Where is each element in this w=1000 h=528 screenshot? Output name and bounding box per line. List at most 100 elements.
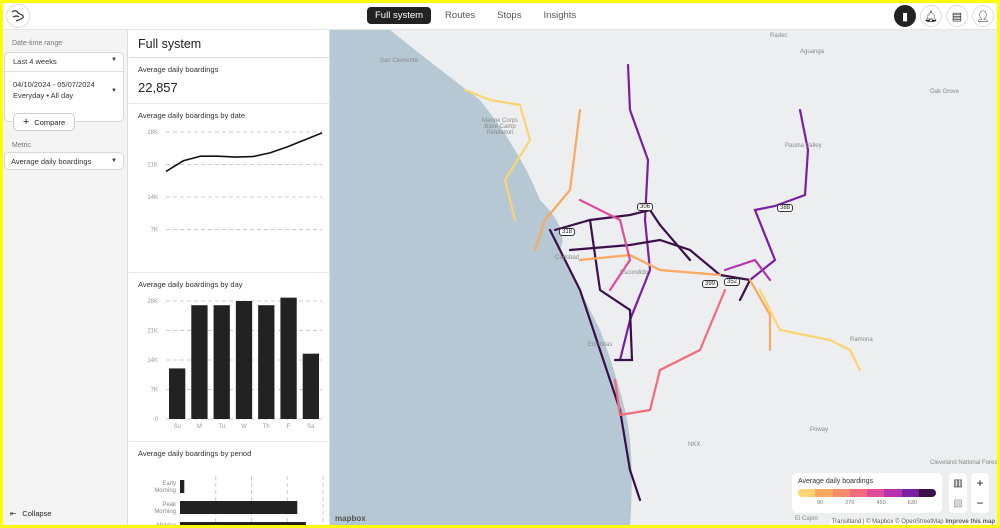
- app-logo[interactable]: [6, 4, 30, 28]
- series-line: [165, 132, 323, 173]
- tab-stops[interactable]: Stops: [497, 10, 522, 21]
- collapse-label: Collapse: [22, 509, 52, 518]
- bar: [191, 305, 208, 419]
- map[interactable]: San Clemente Marine Corps Base Camp Pendl…: [330, 30, 1000, 528]
- bar: [180, 501, 298, 514]
- place-label: Radec: [770, 33, 788, 39]
- sidebar: Date-time range Last 4 weeks ▼ 04/10/2024…: [0, 30, 128, 528]
- x-tick-label: M: [197, 424, 202, 430]
- y-tick-label: 14K: [147, 195, 158, 201]
- tab-full-system[interactable]: Full system: [367, 7, 432, 24]
- kpi-card: Average daily boardings 22,857: [129, 58, 329, 104]
- stats-panel: Full system Average daily boardings 22,8…: [129, 30, 330, 528]
- legend-swatch: [901, 489, 919, 497]
- bell-icon[interactable]: 🔔︎: [920, 5, 942, 27]
- legend-swatch: [798, 489, 816, 497]
- place-label: Pauma Valley: [785, 143, 822, 149]
- caret-down-icon: ▼: [111, 88, 117, 94]
- panel-title: Full system: [129, 30, 329, 58]
- bar: [280, 297, 297, 419]
- y-tick-label: 7K: [151, 388, 158, 394]
- legend-swatch: [884, 489, 902, 497]
- map-style-toggle: ▥ ▨: [949, 473, 967, 513]
- kpi-value: 22,857: [138, 80, 178, 95]
- bar: [302, 353, 319, 419]
- metric-select[interactable]: Average daily boardings ▼: [4, 152, 124, 170]
- legend-color-bar: [798, 489, 936, 497]
- attribution-text[interactable]: Transitland | © Mapbox © OpenStreetMap: [831, 519, 944, 525]
- y-tick-label: 14K: [147, 358, 158, 364]
- period-chart-title: Average daily boardings by period: [138, 449, 252, 458]
- day-bar-chart: 28K 21K 14K 7K 0 Su M Tu W Th F Sa: [147, 297, 322, 430]
- map-legend: Average daily boardings 90 270 450 630: [792, 473, 942, 513]
- place-label: NKX: [688, 442, 701, 448]
- compare-button[interactable]: + Compare: [13, 113, 75, 131]
- range-select[interactable]: Last 4 weeks ▼: [5, 53, 123, 72]
- highway-shield: 388: [777, 204, 794, 212]
- line-chart-title: Average daily boardings by date: [138, 111, 246, 120]
- metric-value: Average daily boardings: [11, 157, 92, 166]
- legend-tick: 630: [907, 500, 917, 506]
- place-label: Escondido: [620, 270, 649, 276]
- legend-swatch: [849, 489, 867, 497]
- message-icon[interactable]: ▤: [946, 5, 968, 27]
- highway-shield: 318: [559, 228, 576, 236]
- tab-insights[interactable]: Insights: [543, 10, 577, 21]
- collapse-icon: ⇤: [10, 509, 17, 518]
- compare-label: Compare: [34, 117, 66, 127]
- x-tick-label: W: [241, 424, 247, 430]
- collapse-button[interactable]: ⇤ Collapse: [10, 509, 51, 518]
- x-tick-label: Th: [263, 424, 270, 430]
- chart-icon[interactable]: ▮: [894, 5, 916, 27]
- x-tick-label: Sa: [307, 424, 315, 430]
- place-label: Carlsbad: [555, 255, 580, 261]
- zoom-out-button[interactable]: −: [976, 496, 984, 510]
- y-category-label: Peak Morning: [154, 502, 177, 515]
- metric-label: Metric: [12, 142, 32, 149]
- highway-shield: 352: [724, 278, 741, 286]
- bar: [258, 305, 275, 419]
- satellite-icon[interactable]: ▨: [953, 497, 963, 509]
- bar: [213, 305, 230, 419]
- line-chart-card: Average daily boardings by date 28K 21K 14…: [129, 104, 329, 273]
- date-range-group: Last 4 weeks ▼ 04/10/2024 - 05/07/2024 Eve…: [4, 52, 124, 122]
- highway-shield: 399: [702, 280, 719, 288]
- bar: [180, 480, 185, 493]
- legend-title: Average daily boardings: [798, 478, 873, 485]
- days-value: Everyday • All day: [13, 91, 74, 100]
- tab-routes[interactable]: Routes: [445, 10, 476, 21]
- place-label: Encinitas: [588, 342, 613, 348]
- period-chart-card: Average daily boardings by period Early M…: [129, 442, 329, 528]
- user-icon[interactable]: 👤︎: [972, 5, 994, 27]
- legend-swatch: [832, 489, 850, 497]
- caret-down-icon: ▼: [111, 158, 117, 164]
- place-label: Aguanga: [800, 49, 825, 55]
- bar: [235, 301, 253, 419]
- zoom-in-button[interactable]: +: [976, 476, 984, 490]
- y-tick-label: 28K: [147, 130, 158, 136]
- dates-value: 04/10/2024 - 05/07/2024: [13, 80, 95, 89]
- highway-shield: 306: [637, 203, 654, 211]
- kpi-label: Average daily boardings: [138, 65, 219, 74]
- legend-tick: 450: [876, 500, 886, 506]
- date-select[interactable]: 04/10/2024 - 05/07/2024 Everyday • All da…: [5, 72, 123, 108]
- routes: [463, 63, 862, 502]
- y-tick-label: 7K: [151, 228, 158, 234]
- y-tick-label: 0: [155, 417, 159, 423]
- range-value: Last 4 weeks: [13, 57, 57, 66]
- ocean: [330, 30, 632, 528]
- legend-swatch: [815, 489, 833, 497]
- map-icon[interactable]: ▥: [953, 477, 963, 489]
- mapbox-logo[interactable]: mapbox: [335, 514, 366, 523]
- place-label: El Cajon: [795, 516, 818, 522]
- map-canvas[interactable]: [330, 30, 1000, 528]
- legend-swatch: [918, 489, 936, 497]
- y-category-label: Midday: [157, 523, 176, 528]
- legend-tick: 90: [817, 500, 824, 506]
- improve-map-link[interactable]: Improve this map: [945, 519, 995, 525]
- zoom-controls: + −: [971, 473, 989, 513]
- place-label: Poway: [810, 427, 829, 433]
- bar: [169, 368, 186, 419]
- legend-swatch: [867, 489, 885, 497]
- x-tick-label: F: [287, 424, 291, 430]
